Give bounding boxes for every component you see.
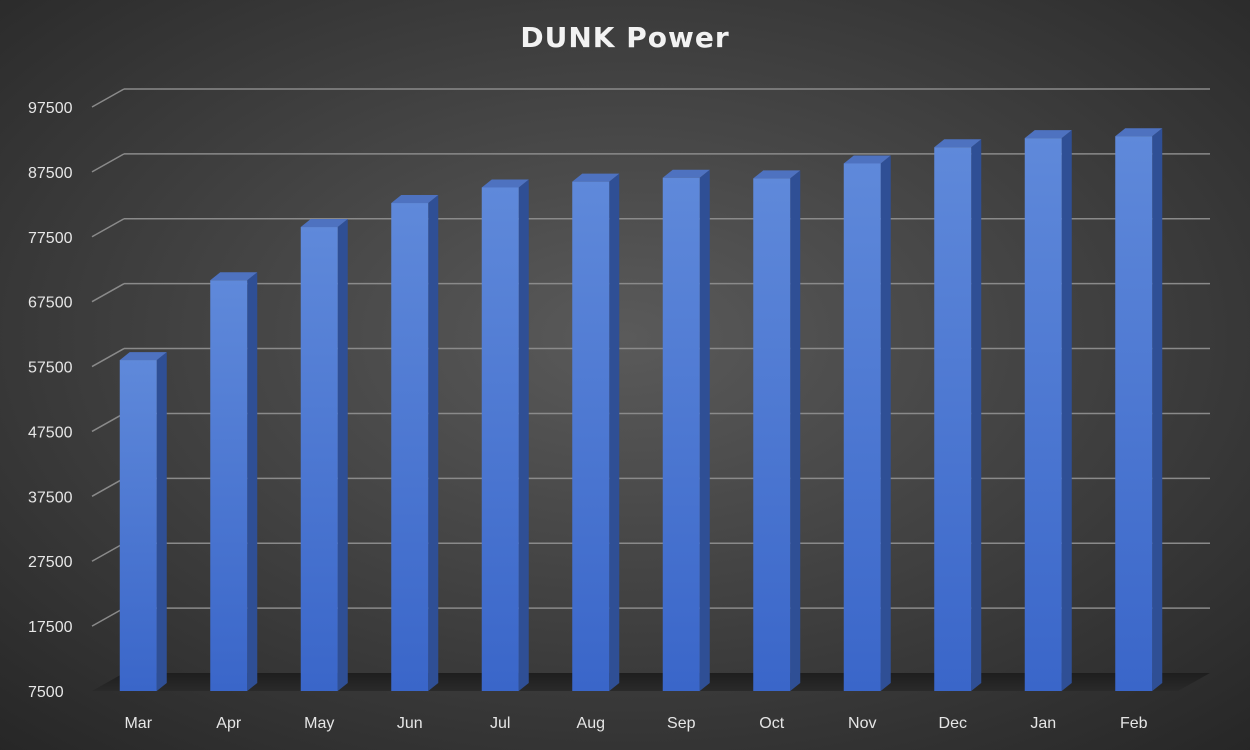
bar-side-face: [971, 139, 982, 692]
bar-top-face: [662, 169, 710, 178]
bar-top-face: [481, 179, 529, 188]
bar-top-face: [1024, 130, 1072, 139]
chart-title: DUNK Power: [520, 21, 729, 54]
y-tick-label: 47500: [28, 424, 73, 441]
y-tick-label: 97500: [28, 100, 73, 117]
bar-front-face: [1115, 136, 1153, 691]
bar-front-face: [391, 203, 429, 691]
bar-side-face: [337, 219, 348, 692]
bar: [662, 169, 710, 691]
bar: [391, 195, 439, 691]
bar-front-face: [300, 227, 338, 692]
bar: [1115, 128, 1163, 691]
x-tick-label: Aug: [577, 715, 605, 732]
bar: [753, 170, 801, 691]
bar: [934, 139, 982, 692]
bar-top-face: [1115, 128, 1163, 137]
bar: [300, 219, 348, 692]
bar-top-face: [934, 139, 982, 148]
bar-front-face: [934, 147, 972, 692]
gridline-diagonal: [91, 218, 125, 238]
bar-top-face: [300, 219, 348, 228]
bars: [119, 128, 1163, 692]
x-tick-label: Jun: [397, 715, 423, 732]
bar-side-face: [428, 195, 439, 691]
gridline-diagonal: [91, 477, 125, 497]
bar: [119, 352, 167, 691]
x-tick-label: Sep: [667, 715, 696, 732]
x-tick-label: Jan: [1030, 715, 1056, 732]
y-tick-label: 77500: [28, 230, 73, 247]
floor-plane: [92, 673, 1210, 691]
bar: [572, 173, 620, 692]
bar: [481, 179, 529, 691]
gridline-diagonal: [91, 283, 125, 303]
y-tick-label: 57500: [28, 360, 73, 377]
gridline-diagonal: [91, 607, 125, 627]
bar-side-face: [609, 173, 620, 692]
bar-top-face: [753, 170, 801, 179]
bar-side-face: [247, 272, 258, 691]
bar-front-face: [1024, 138, 1062, 691]
x-tick-label: Oct: [759, 715, 784, 732]
bar-front-face: [481, 187, 519, 691]
bar-side-face: [1152, 128, 1163, 691]
x-axis-tick-labels: Mar Apr May Jun Jul Aug Sep Oct Nov Dec Jan Feb: [124, 715, 1147, 732]
x-tick-label: Jul: [490, 715, 510, 732]
bar-side-face: [699, 169, 710, 691]
bar-front-face: [843, 163, 881, 691]
bar-front-face: [572, 181, 610, 691]
bar-top-face: [119, 352, 167, 361]
bar-side-face: [790, 170, 801, 691]
gridline-diagonal: [91, 88, 125, 108]
bar-top-face: [843, 155, 891, 164]
y-tick-label: 67500: [28, 295, 73, 312]
y-tick-label: 87500: [28, 165, 73, 182]
gridline-diagonal: [91, 153, 125, 173]
x-tick-label: May: [304, 715, 334, 732]
bar-side-face: [518, 179, 529, 691]
bar-side-face: [156, 352, 167, 691]
y-tick-label: 37500: [28, 489, 73, 506]
bar-top-face: [572, 173, 620, 182]
y-tick-label: 7500: [28, 684, 64, 701]
bar-side-face: [880, 155, 891, 691]
y-tick-label: 17500: [28, 619, 73, 636]
gridline-diagonal: [91, 347, 125, 368]
x-tick-label: Apr: [216, 715, 242, 732]
bar-front-face: [662, 177, 700, 691]
bar-front-face: [119, 360, 157, 691]
x-tick-label: Dec: [939, 715, 967, 732]
bar: [210, 272, 258, 691]
bar-front-face: [210, 280, 248, 691]
chart-floor: [92, 673, 1210, 691]
x-tick-label: Nov: [848, 715, 876, 732]
bar-top-face: [391, 195, 439, 204]
x-tick-label: Feb: [1120, 715, 1148, 732]
bar: [843, 155, 891, 691]
x-tick-label: Mar: [124, 715, 152, 732]
bar-front-face: [753, 178, 791, 691]
gridline-diagonal: [91, 542, 125, 562]
bar-side-face: [1061, 130, 1072, 691]
gridline-diagonal: [91, 412, 125, 433]
bar-top-face: [210, 272, 258, 281]
y-tick-label: 27500: [28, 554, 73, 571]
bar: [1024, 130, 1072, 691]
y-axis-tick-labels: 7500 17500 27500 37500 47500 57500 67500 77500 8…: [28, 100, 73, 701]
